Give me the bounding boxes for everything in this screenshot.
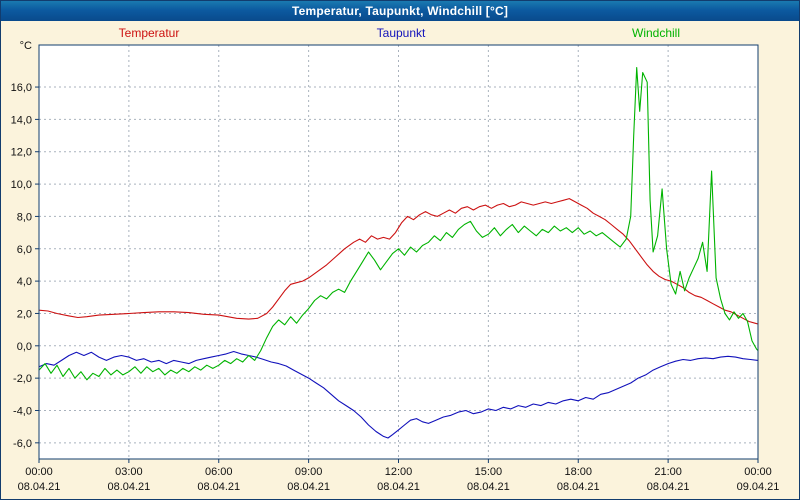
- svg-text:6,0: 6,0: [17, 244, 32, 256]
- svg-text:-2,0: -2,0: [13, 373, 32, 385]
- svg-text:03:00: 03:00: [115, 466, 143, 478]
- svg-text:-6,0: -6,0: [13, 438, 32, 450]
- svg-text:21:00: 21:00: [654, 466, 682, 478]
- legend-windchill: Windchill: [631, 26, 681, 40]
- svg-text:00:00: 00:00: [744, 466, 772, 478]
- svg-text:08.04.21: 08.04.21: [377, 481, 420, 493]
- svg-text:00:00: 00:00: [25, 466, 53, 478]
- legend-taupunkt: Taupunkt: [376, 26, 426, 40]
- svg-text:08.04.21: 08.04.21: [287, 481, 330, 493]
- svg-text:06:00: 06:00: [205, 466, 233, 478]
- svg-text:-4,0: -4,0: [13, 405, 32, 417]
- svg-text:08.04.21: 08.04.21: [557, 481, 600, 493]
- svg-text:4,0: 4,0: [17, 276, 32, 288]
- svg-text:12:00: 12:00: [385, 466, 413, 478]
- svg-text:08.04.21: 08.04.21: [107, 481, 150, 493]
- svg-text:0,0: 0,0: [17, 341, 32, 353]
- svg-text:08.04.21: 08.04.21: [647, 481, 690, 493]
- title-bar: Temperatur, Taupunkt, Windchill [°C]: [1, 1, 799, 21]
- svg-text:2,0: 2,0: [17, 308, 32, 320]
- svg-text:10,0: 10,0: [11, 179, 32, 191]
- svg-text:09:00: 09:00: [295, 466, 323, 478]
- svg-text:09.04.21: 09.04.21: [737, 481, 780, 493]
- svg-text:14,0: 14,0: [11, 114, 32, 126]
- svg-text:8,0: 8,0: [17, 211, 32, 223]
- svg-text:08.04.21: 08.04.21: [197, 481, 240, 493]
- svg-text:16,0: 16,0: [11, 82, 32, 94]
- svg-text:°C: °C: [20, 40, 32, 52]
- svg-text:12,0: 12,0: [11, 147, 32, 159]
- window-title: Temperatur, Taupunkt, Windchill [°C]: [291, 4, 509, 18]
- svg-text:18:00: 18:00: [564, 466, 592, 478]
- legend-temperatur: Temperatur: [118, 26, 180, 40]
- svg-text:08.04.21: 08.04.21: [467, 481, 510, 493]
- svg-text:08.04.21: 08.04.21: [18, 481, 61, 493]
- svg-text:15:00: 15:00: [475, 466, 503, 478]
